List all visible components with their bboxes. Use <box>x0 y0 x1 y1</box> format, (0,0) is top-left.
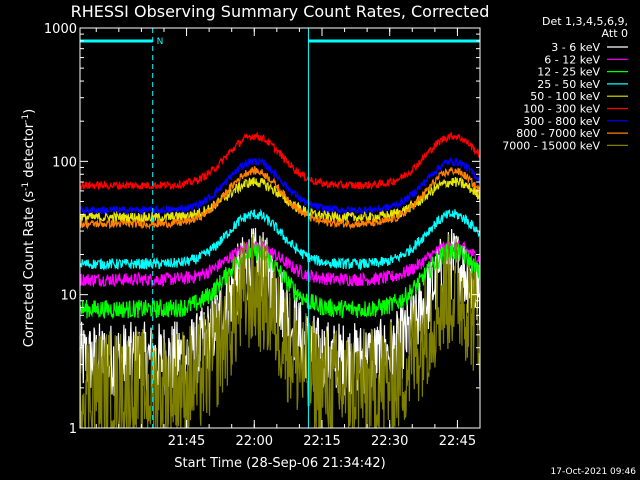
y-axis-label-sup1: -1 <box>21 182 31 191</box>
legend-entry-label: 12 - 25 keV <box>537 66 600 79</box>
y-tick-label: 100 <box>52 155 77 170</box>
series-line <box>79 156 481 216</box>
x-tick-label: 22:00 <box>236 434 273 449</box>
night-label: N <box>157 37 164 47</box>
y-tick-label: 10 <box>60 289 77 304</box>
footer-timestamp: 17-Oct-2021 09:46 <box>551 467 637 477</box>
y-axis-label-main: Corrected Count Rate (s <box>22 191 37 348</box>
x-tick-label: 22:15 <box>303 434 340 449</box>
x-tick-label: 22:30 <box>371 434 408 449</box>
series-line <box>79 166 481 230</box>
series-line <box>79 240 481 289</box>
x-tick-label: 22:45 <box>439 434 476 449</box>
y-axis-label-end: ) <box>22 109 37 114</box>
chart-title: RHESSI Observing Summary Count Rates, Co… <box>71 2 490 21</box>
axes-layer: 21:45 22:00 22:15 22:30 22:45 1000 100 10 1 <box>44 22 481 449</box>
y-axis-label-mid: detector <box>22 122 37 182</box>
legend-entry-label: 800 - 7000 keV <box>516 127 600 140</box>
y-tick-label: 1000 <box>44 22 77 37</box>
series-line <box>79 233 481 429</box>
series-line <box>79 242 481 320</box>
x-axis-label: Start Time (28-Sep-06 21:34:42) <box>174 456 385 471</box>
x-tick-label: 21:45 <box>168 434 205 449</box>
legend-entry-label: 300 - 800 keV <box>523 115 600 128</box>
legend-header: Att 0 <box>602 27 628 40</box>
series-line <box>79 208 481 272</box>
legend-entry-label: 50 - 100 keV <box>530 90 600 103</box>
plot-frame <box>79 27 481 429</box>
y-axis-label-sup2: -1 <box>21 114 31 123</box>
series-line <box>79 132 481 191</box>
y-axis-label: Corrected Count Rate (s-1 detector-1) <box>21 109 37 347</box>
series-layer <box>79 132 481 429</box>
y-tick-label: 1 <box>69 422 77 437</box>
series-line <box>79 227 481 396</box>
legend-header: Det 1,3,4,5,6,9, <box>542 15 628 28</box>
legend-entry-label: 3 - 6 keV <box>551 41 600 54</box>
legend-entry-label: 100 - 300 keV <box>523 103 600 116</box>
legend-entry-label: 7000 - 15000 keV <box>502 139 600 152</box>
legend-entry-label: 25 - 50 keV <box>537 78 600 91</box>
legend-entry-label: 6 - 12 keV <box>544 53 600 66</box>
